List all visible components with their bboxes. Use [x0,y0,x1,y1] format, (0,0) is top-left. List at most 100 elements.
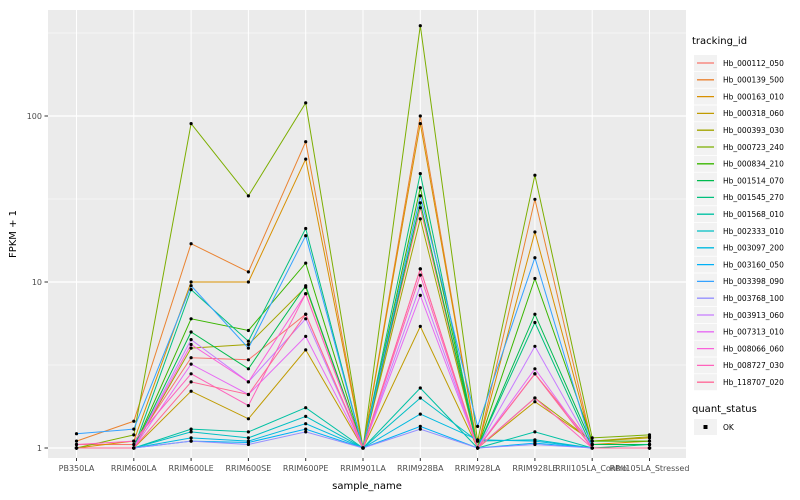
legend-item-label: Hb_008727_030 [723,361,784,370]
data-point [418,217,422,221]
legend-title-quant-status: quant_status [692,404,757,415]
legend-item-label: Hb_000723_240 [723,143,784,152]
data-point [74,432,79,436]
data-point [418,284,422,288]
legend-item-label: Hb_002333_010 [723,227,784,236]
legend-item-label: Hb_008066_060 [723,344,784,353]
y-tick-label: 10 [32,278,42,287]
data-point [304,284,308,288]
data-point [132,442,136,447]
legend-item: Hb_003097_200 [694,239,784,256]
data-point [647,446,652,450]
x-axis-title: sample_name [332,481,402,492]
data-point [189,338,193,342]
data-point [189,356,193,360]
data-point [647,439,652,443]
legend-item: Hb_003913_060 [694,307,784,323]
data-point [189,362,193,366]
data-point [590,446,594,450]
legend-item: Hb_002333_010 [694,223,784,239]
data-point [304,292,308,296]
legend-item-label: Hb_000318_060 [723,109,784,118]
legend-item: Hb_001568_010 [694,206,784,223]
legend-item-label: Hb_003097_200 [723,244,784,253]
data-point [533,367,537,371]
data-point [533,276,537,281]
x-tick-label: PB350LA [59,464,95,473]
data-point [418,293,422,297]
data-point [304,334,308,338]
data-point [590,442,594,447]
legend-item: Hb_001545_270 [694,189,784,206]
legend-item: Hb_000723_240 [694,139,784,155]
data-point [304,101,308,105]
y-axis-title: FPKM + 1 [8,210,19,258]
data-point [246,442,250,447]
data-point [246,417,250,421]
data-point [476,438,480,442]
legend-item-label: Hb_118707_020 [723,378,784,387]
data-point [304,317,308,321]
data-point [304,427,308,431]
legend-item-label: Hb_001514_070 [723,176,784,185]
data-point [246,270,250,274]
data-point [304,430,308,434]
x-tick-label: RRIM928LA [455,464,501,473]
data-point [246,328,250,333]
data-point [533,173,537,177]
data-point [304,414,308,418]
data-point [304,261,308,265]
data-point [246,280,250,284]
data-point [189,427,193,431]
data-point [533,197,537,201]
data-point [418,273,422,277]
data-point [533,396,537,400]
data-point [533,372,537,376]
data-point [304,234,308,238]
data-point [189,436,193,440]
data-point [418,114,422,118]
data-point [74,442,79,447]
data-point [189,242,193,246]
data-point [132,433,136,437]
legend-item-label: Hb_000393_030 [723,126,784,135]
data-point [418,194,422,198]
data-point [418,267,422,271]
y-tick-label: 100 [27,112,42,121]
legend-item-label: Hb_001545_270 [723,193,784,202]
data-point [246,339,250,343]
legend-item: Hb_000139_500 [694,71,784,88]
legend-item-label: Hb_003913_060 [723,311,784,320]
data-point [418,324,422,328]
data-point [246,404,250,408]
data-point [189,288,193,292]
legend-item-label: Hb_000139_500 [723,76,784,85]
legend-item: Hb_000834_210 [694,155,784,172]
data-point [361,446,365,450]
quant-legend-item: OK [694,419,735,435]
data-point [132,439,136,443]
data-point [476,424,480,428]
quant-legend-label: OK [723,423,735,432]
data-point [304,406,308,410]
legend-item: Hb_003398_090 [694,273,784,290]
data-point [418,122,422,126]
data-point [304,312,308,316]
data-point [74,446,79,450]
data-point [533,344,537,348]
data-point [533,320,537,325]
data-point [189,439,193,443]
legend-item: Hb_000318_060 [694,105,784,122]
data-point [189,330,193,334]
data-point [418,24,422,28]
legend-item-label: Hb_007313_010 [723,328,784,337]
data-point [246,346,250,350]
legend-item: Hb_008066_060 [694,340,784,357]
legend-item-label: Hb_001568_010 [723,210,784,219]
data-point [418,172,422,176]
data-point [304,348,308,352]
data-point [132,419,136,423]
data-point [533,230,537,234]
legend-item-label: Hb_003398_090 [723,277,784,286]
